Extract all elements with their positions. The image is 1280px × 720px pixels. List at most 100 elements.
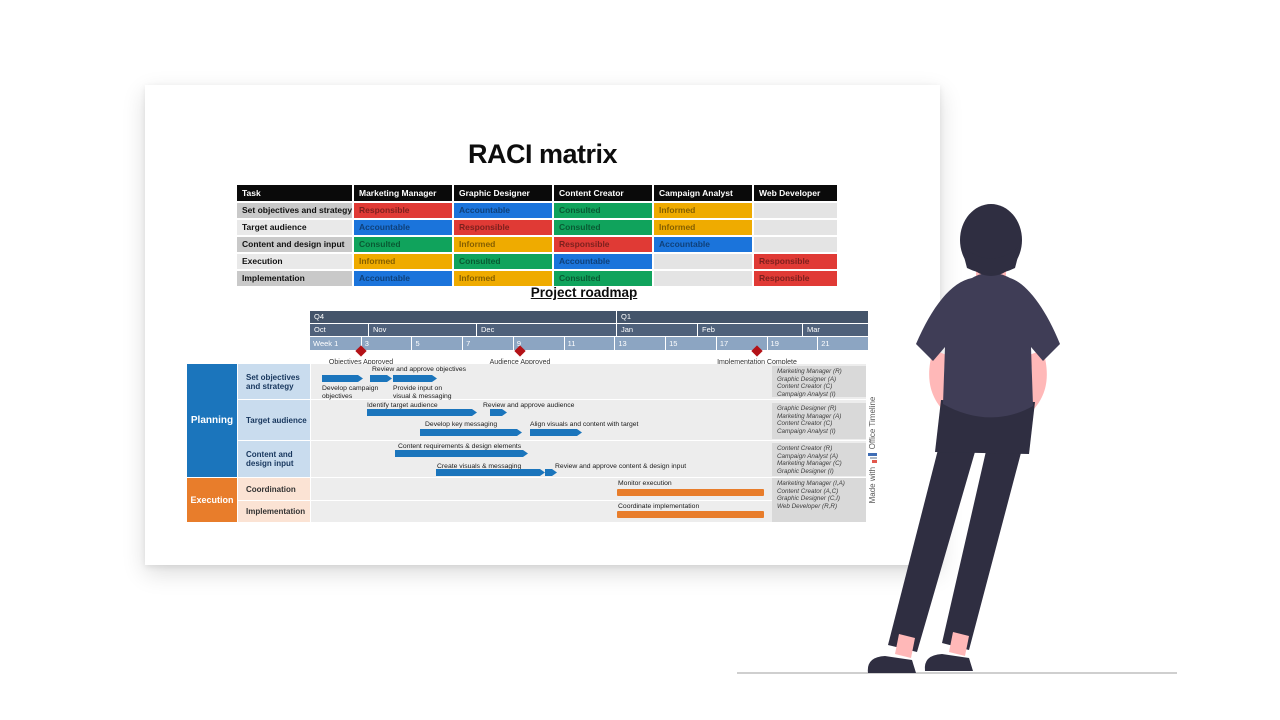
task-label: Review and approve content & design inpu… [555,463,687,470]
raci-task-cell: Target audience [237,220,352,235]
person-hair-lower [961,245,1021,274]
annotation-line: Content Creator (A,C) [777,487,839,495]
task-label: Develop key messaging [425,421,498,428]
raci-value-cell: Accountable [354,271,452,286]
annotation-line: Marketing Manager (I,A) [777,480,845,487]
task-bar [545,469,557,476]
roadmap-timeline: Q4 Q1 Oct Nov Dec Jan Feb Mar Week 1 3 5… [310,311,868,350]
month-band: Oct Nov Dec Jan Feb Mar [310,324,868,336]
annotation-line: Marketing Manager (R) [777,368,842,375]
gantt-row-label: Coordination [238,478,310,500]
raci-column-header: Marketing Manager [354,185,452,201]
quarter-cell: Q4 [310,311,616,323]
raci-value-cell: Responsible [754,271,837,286]
annotation-line: Web Developer (R,R) [777,502,838,510]
gantt-row-label: Target audience [238,400,310,440]
annotation-line: Graphic Designer (A) [777,375,837,383]
annotation-line: Graphic Designer (I) [777,467,834,475]
raci-value-cell: Responsible [354,203,452,218]
raci-value-cell: Informed [654,220,752,235]
task-bar [370,375,392,382]
task-label: Monitor execution [618,480,672,487]
task-label: Align visuals and content with target [530,421,639,428]
task-bar [367,409,477,416]
person-illustration [867,204,1060,673]
raci-value-cell: Accountable [554,254,652,269]
task-bar [395,450,528,457]
week-cell: 15 [665,337,716,350]
annotation-line: Graphic Designer (C,I) [777,495,840,503]
raci-column-header: Task [237,185,352,201]
annotation-line: Content Creator (C) [777,383,833,391]
raci-value-cell: Informed [454,271,552,286]
week-band: Week 1 3 5 7 9 11 13 15 17 19 21 [310,337,868,350]
task-bar [530,429,582,436]
raci-value-cell [654,254,752,269]
week-cell: 5 [411,337,463,350]
raci-value-cell: Consulted [354,237,452,252]
roadmap-title: Project roadmap [530,285,638,300]
raci-task-cell: Implementation [237,271,352,286]
raci-value-cell: Informed [654,203,752,218]
person-left-leg [888,430,979,652]
task-label: Review and approve objectives [372,366,467,373]
raci-task-cell: Set objectives and strategy [237,203,352,218]
ground-line [737,672,1177,674]
gantt-row-label: Implementation [238,501,310,522]
raci-value-cell: Consulted [554,203,652,218]
month-cell: Dec [476,324,616,336]
raci-value-cell: Consulted [454,254,552,269]
raci-value-cell: Accountable [454,203,552,218]
raci-column-header: Content Creator [554,185,652,201]
task-bar [617,489,764,496]
raci-column-header: Graphic Designer [454,185,552,201]
raci-table: Task Marketing Manager Graphic Designer … [237,185,837,286]
raci-value-cell [754,203,837,218]
person-right-leg [942,430,1027,650]
task-label: Create visuals & messaging [437,463,522,470]
task-label: Content requirements & design elements [398,443,522,450]
person-left-ankle [895,634,915,658]
milestone-label: Implementation Complete [717,359,797,366]
week-cell: 13 [614,337,666,350]
gantt-row-label: Content and design input [238,441,310,477]
month-cell: Mar [802,324,868,336]
raci-annotation: Content Creator (R) Campaign Analyst (A)… [772,443,866,476]
gantt-row-label: Set objectives and strategy [238,364,310,399]
month-cell: Jan [616,324,697,336]
annotation-line: Content Creator (C) [777,420,833,428]
week-cell: Week 1 [310,337,361,350]
gantt-chart: Planning Execution Set objectives and st… [187,364,866,522]
milestone-label: Objectives Approved [328,359,394,366]
week-cell: 7 [462,337,513,350]
task-bar [436,469,545,476]
raci-value-cell: Accountable [654,237,752,252]
annotation-line: Graphic Designer (R) [777,405,837,412]
month-cell: Oct [310,324,368,336]
week-cell: 21 [817,337,868,350]
person-left-shoe [867,656,916,673]
week-cell: 11 [563,337,615,350]
annotation-line: Marketing Manager (A) [777,412,842,420]
task-label: Coordinate implementation [618,503,700,510]
week-cell: 9 [512,337,564,350]
presentation-slide: RACI matrix Task Marketing Manager Graph… [145,85,940,565]
raci-column-header: Web Developer [754,185,837,201]
quarter-cell: Q1 [616,311,868,323]
raci-annotation: Marketing Manager (I,A) Content Creator … [772,478,866,522]
annotation-line: Content Creator (R) [777,445,833,452]
task-bar [617,511,764,518]
annotation-line: Marketing Manager (C) [777,460,842,468]
task-bar [490,409,507,416]
task-label: Develop campaign objectives [322,385,379,400]
milestone-label: Audience Approved [489,359,551,366]
raci-value-cell [754,220,837,235]
section-planning: Planning [187,364,237,477]
raci-value-cell [654,271,752,286]
week-cell: 3 [360,337,412,350]
raci-column-header: Campaign Analyst [654,185,752,201]
quarter-band: Q4 Q1 [310,311,868,323]
section-execution: Execution [187,478,237,522]
annotation-line: Campaign Analyst (I) [777,427,836,435]
